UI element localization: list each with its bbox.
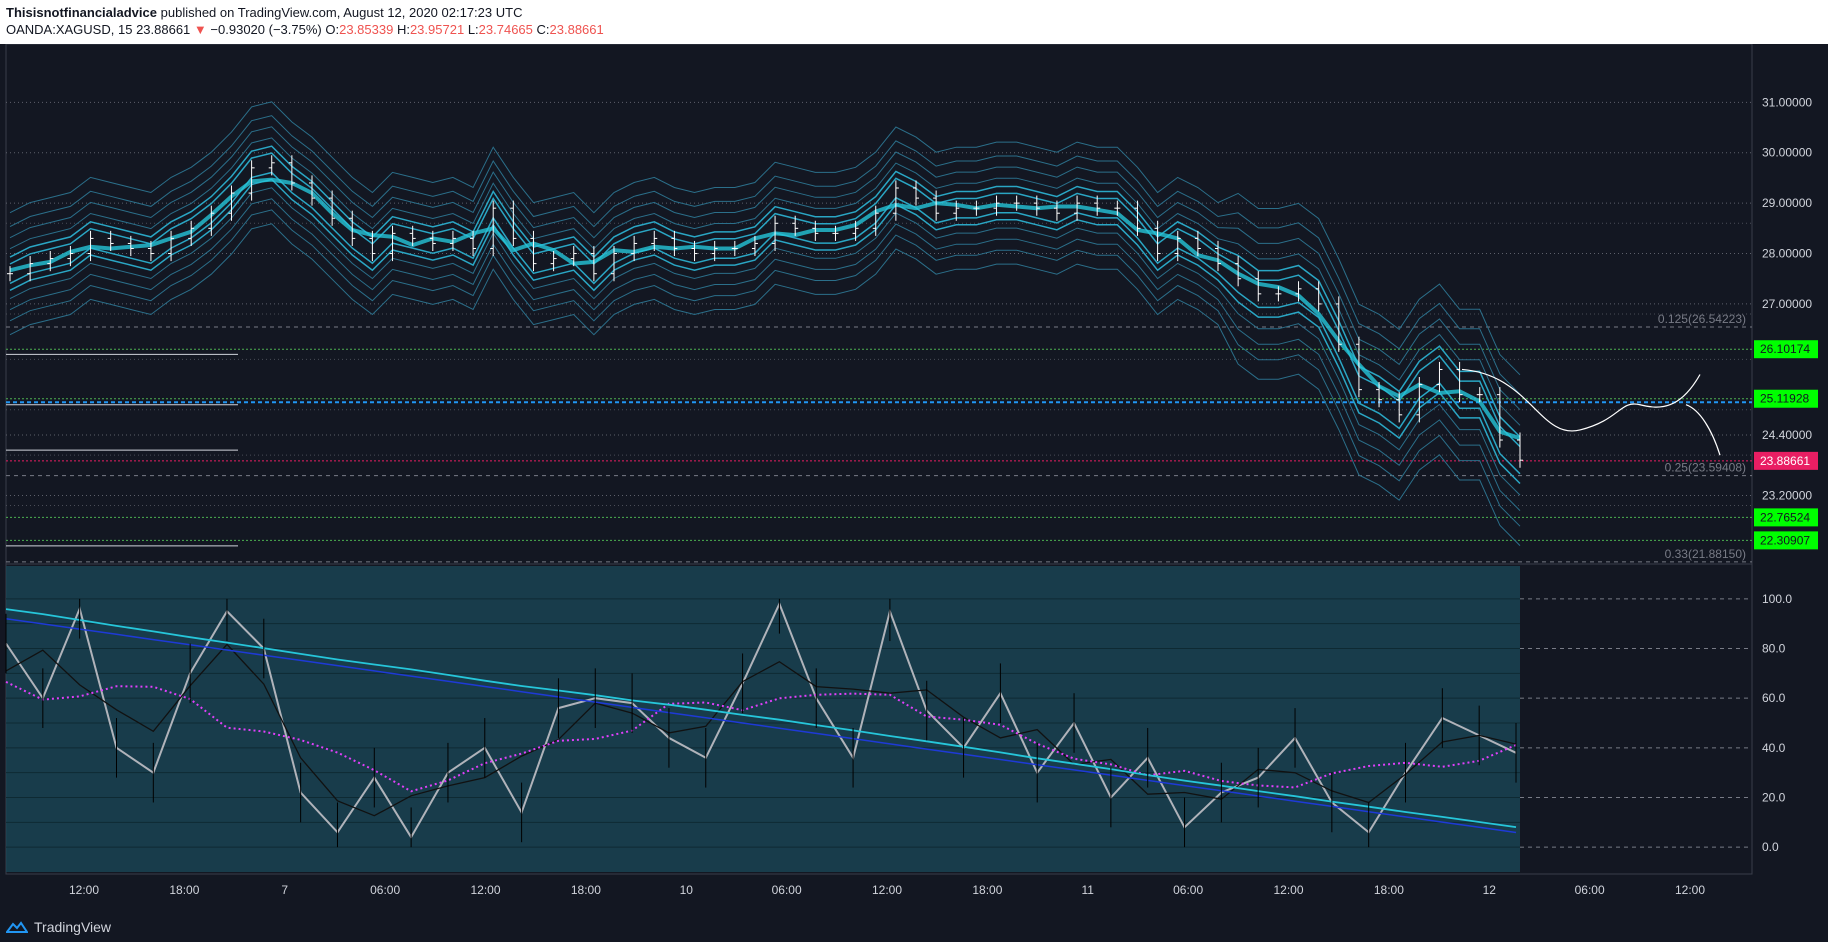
envelope-band [9, 152, 1521, 448]
chart-canvas[interactable]: 31.00000 30.00000 29.00000 28.00000 27.00000… [0, 44, 1828, 912]
price-axis-label: 23.88661 [1760, 454, 1810, 468]
time-tick-label: 12:00 [1675, 883, 1705, 897]
projection-alt-curve [1685, 404, 1721, 456]
close-label: C: [536, 22, 550, 37]
time-tick-label: 18:00 [169, 883, 199, 897]
time-tick-label: 7 [281, 883, 288, 897]
envelope-band [9, 209, 1521, 527]
envelope-band [9, 145, 1521, 438]
time-tick-label: 11 [1082, 883, 1095, 897]
price-tick-label: 24.40000 [1762, 428, 1812, 442]
time-tick-label: 12:00 [1273, 883, 1303, 897]
open-value: 23.85339 [339, 22, 394, 37]
low-value: 23.74665 [478, 22, 533, 37]
time-tick-label: 18:00 [1374, 883, 1404, 897]
envelope-band [9, 198, 1521, 511]
ohlc-line: OANDA:XAGUSD, 15 23.88661 ▼ −0.93020 (−3… [6, 22, 604, 37]
price-tick-label: 23.20000 [1762, 488, 1812, 502]
price-axis-label: 22.30907 [1760, 533, 1810, 547]
price-tick-label: 31.00000 [1762, 95, 1812, 109]
tradingview-logo-icon [6, 921, 28, 933]
slow-average-line [5, 608, 1517, 828]
time-tick-label: 06:00 [772, 883, 802, 897]
last-price: 23.88661 [136, 22, 191, 37]
high-label: H: [396, 22, 410, 37]
time-tick-label: 18:00 [972, 883, 1002, 897]
oscillator-tick-label: 80.0 [1762, 642, 1786, 656]
oscillator-tick-label: 60.0 [1762, 691, 1786, 705]
brand-label: TradingView [34, 919, 112, 935]
price-axis-label-bg [1754, 508, 1818, 527]
price-axis-label-bg [1754, 531, 1818, 550]
time-tick-label: 18:00 [571, 883, 601, 897]
price-tick-label: 29.00000 [1762, 196, 1812, 210]
oscillator-background [6, 566, 1520, 872]
chart-frame [5, 44, 1753, 875]
price-axis-label-bg [1754, 451, 1818, 470]
high-value: 23.95721 [409, 22, 465, 37]
envelope-band [9, 137, 1521, 426]
rsi-dotted-line [5, 680, 1517, 793]
tradingview-brand[interactable]: TradingView [6, 919, 111, 935]
fib-label: 0.25(23.59408) [1665, 461, 1746, 475]
time-tick-label: 12:00 [470, 883, 500, 897]
price-axis-label-bg [1754, 389, 1818, 408]
published-info: published on TradingView.com, August 12,… [160, 5, 523, 20]
oscillator-tick-label: 40.0 [1762, 741, 1786, 755]
oscillator-tick-label: 100.0 [1762, 592, 1792, 606]
moving-average-line [9, 177, 1521, 441]
stochastic-d-line [5, 643, 1517, 817]
price-axis-label: 22.76524 [1760, 510, 1810, 524]
price-tick-label: 30.00000 [1762, 146, 1812, 160]
author-name[interactable]: Thisisnotfinancialadvice [6, 5, 157, 20]
footer: TradingView [0, 912, 1828, 942]
long-average-line [5, 617, 1517, 834]
chart-header: Thisisnotfinancialadvice published on Tr… [0, 0, 1828, 44]
price-axis-label: 25.11928 [1760, 392, 1809, 406]
down-arrow-icon: ▼ [193, 22, 207, 37]
envelope-band [9, 171, 1521, 475]
time-tick-label: 10 [680, 883, 694, 897]
fib-label: 0.33(21.88150) [1665, 547, 1746, 561]
envelope-band [9, 187, 1521, 496]
open-label: O: [325, 22, 340, 37]
price-change: −0.93020 (−3.75%) [210, 22, 322, 37]
envelope-band [9, 126, 1521, 411]
price-tick-label: 27.00000 [1762, 297, 1812, 311]
low-label: L: [467, 22, 479, 37]
price-axis-label: 26.10174 [1760, 342, 1810, 356]
time-tick-label: 12 [1483, 883, 1497, 897]
symbol-label[interactable]: OANDA:XAGUSD, 15 [6, 22, 133, 37]
stochastic-k-line [5, 601, 1517, 840]
price-tick-label: 28.00000 [1762, 247, 1812, 261]
time-tick-label: 06:00 [1575, 883, 1605, 897]
time-tick-label: 12:00 [69, 883, 99, 897]
projection-curve [1461, 368, 1701, 432]
time-tick-label: 06:00 [370, 883, 400, 897]
envelope-band [9, 223, 1521, 546]
envelope-band [9, 101, 1521, 376]
fib-label: 0.125(26.54223) [1658, 312, 1746, 326]
envelope-band [9, 115, 1521, 395]
price-axis-label-bg [1754, 340, 1818, 359]
close-value: 23.88661 [549, 22, 604, 37]
publish-line: Thisisnotfinancialadvice published on Tr… [6, 5, 522, 20]
time-tick-label: 06:00 [1173, 883, 1203, 897]
time-tick-label: 12:00 [872, 883, 902, 897]
envelope-band [9, 178, 1521, 485]
oscillator-tick-label: 20.0 [1762, 791, 1786, 805]
oscillator-tick-label: 0.0 [1762, 840, 1779, 854]
